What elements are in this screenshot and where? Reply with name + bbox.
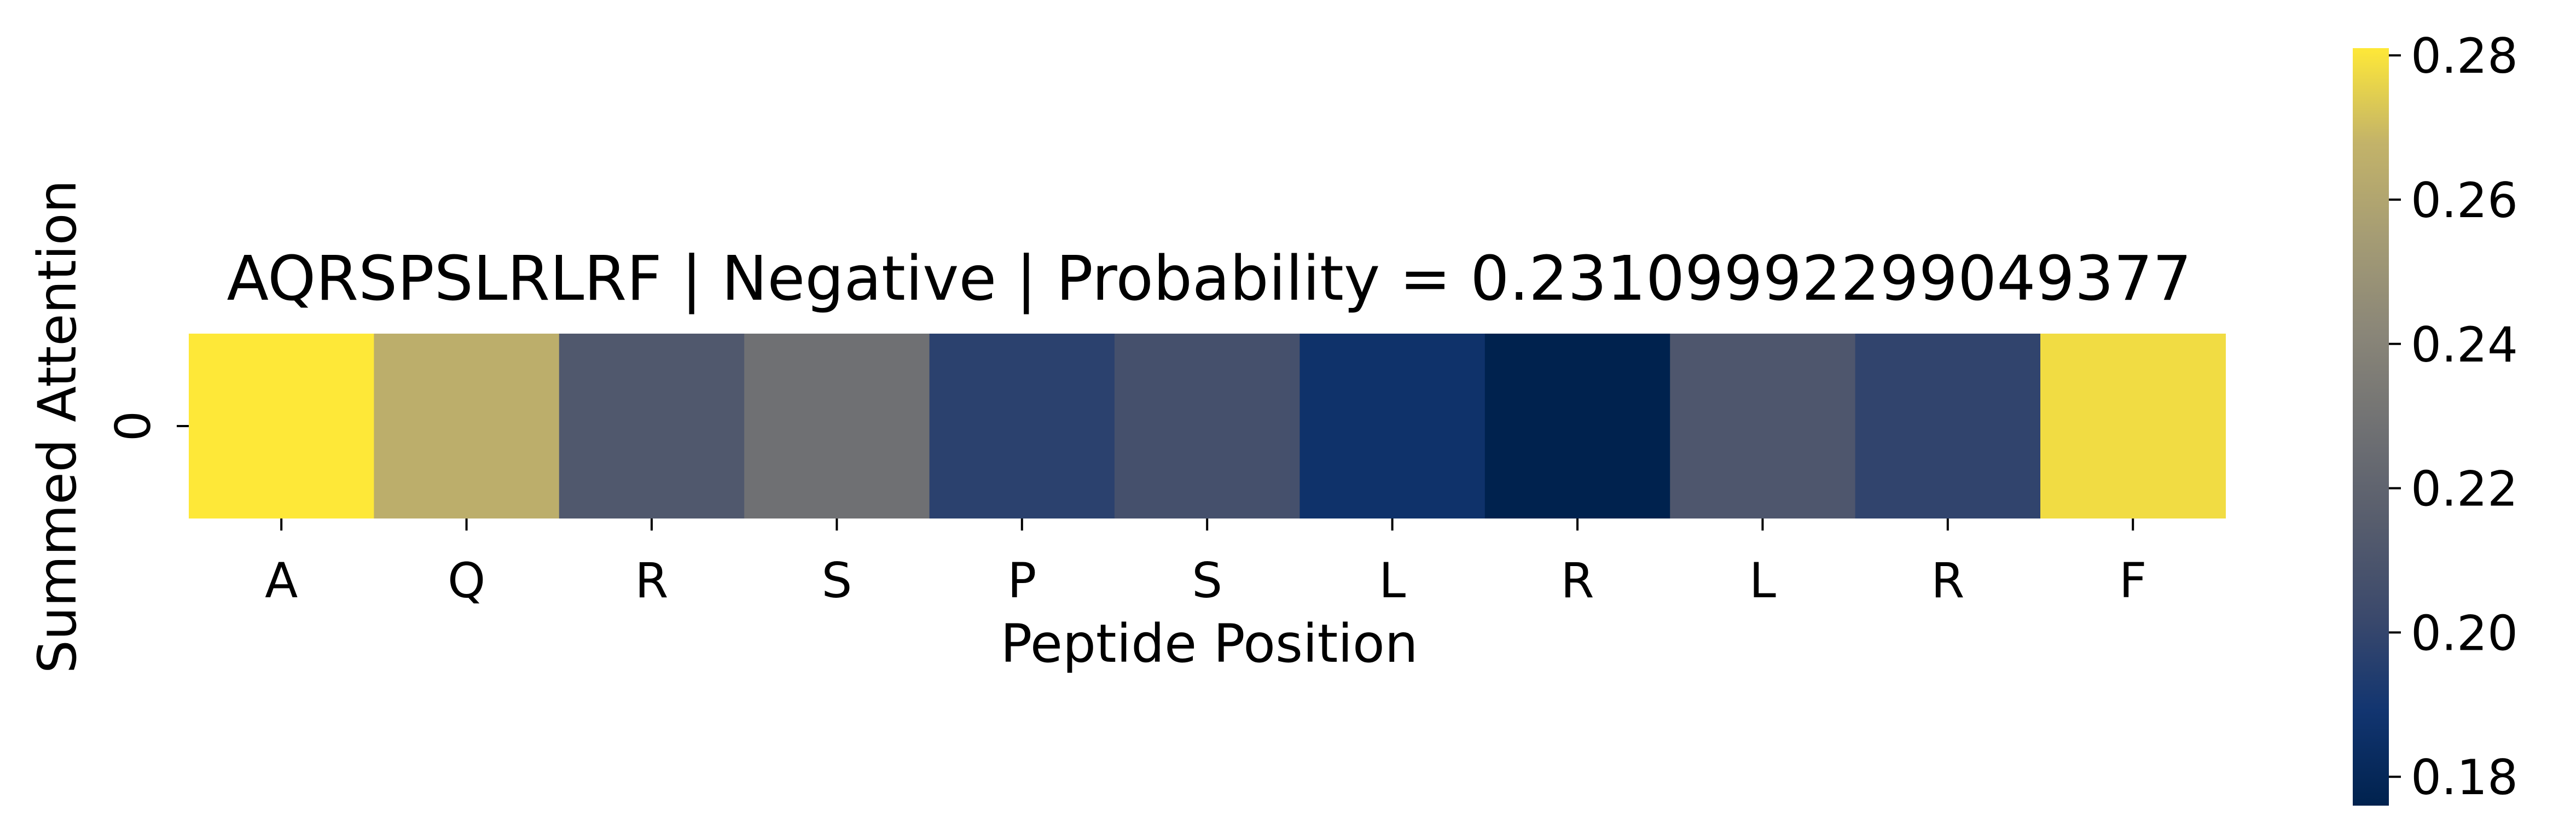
x-tick-label: R [1931, 552, 1964, 609]
heatmap-cell [744, 334, 930, 518]
x-tick-label: R [1560, 552, 1594, 609]
heatmap-cell [1299, 334, 1486, 518]
x-tick-label: P [1007, 552, 1036, 609]
chart-title: AQRSPSLRLRF | Negative | Probability = 0… [227, 243, 2191, 314]
x-tick-label: S [821, 552, 852, 609]
x-tick-label: L [1749, 552, 1776, 609]
x-tick-label: R [635, 552, 668, 609]
colorbar-tick-label: 0.20 [2411, 605, 2518, 661]
heatmap-cell [374, 334, 560, 518]
heatmap-cell [189, 334, 374, 518]
colorbar-ticks: 0.18 0.20 0.22 0.24 0.26 0.28 [2389, 28, 2518, 806]
heatmap-cell [1115, 334, 1300, 518]
x-tick-label: A [265, 552, 298, 609]
x-axis-label: Peptide Position [1000, 613, 1418, 674]
heatmap-cell [1670, 334, 1856, 518]
x-tick-label: S [1192, 552, 1222, 609]
y-axis-label: Summed Attention [27, 180, 88, 673]
colorbar [2353, 48, 2389, 806]
heatmap-cell [2040, 334, 2226, 518]
x-tick-label: F [2119, 552, 2147, 609]
y-tick-labels: 0 [105, 411, 189, 441]
heatmap-cell [559, 334, 745, 518]
heatmap-cell [1855, 334, 2041, 518]
heatmap-cells [189, 334, 2226, 518]
heatmap-cell [929, 334, 1115, 518]
x-tick-label: Q [448, 552, 485, 609]
colorbar-tick-label: 0.26 [2411, 172, 2518, 229]
x-tick-label: L [1379, 552, 1406, 609]
colorbar-tick-label: 0.18 [2411, 749, 2518, 806]
y-tick-label: 0 [105, 411, 161, 441]
heatmap-cell [1484, 334, 1670, 518]
colorbar-tick-label: 0.24 [2411, 317, 2518, 373]
colorbar-tick-label: 0.28 [2411, 28, 2518, 84]
colorbar-tick-label: 0.22 [2411, 461, 2518, 517]
